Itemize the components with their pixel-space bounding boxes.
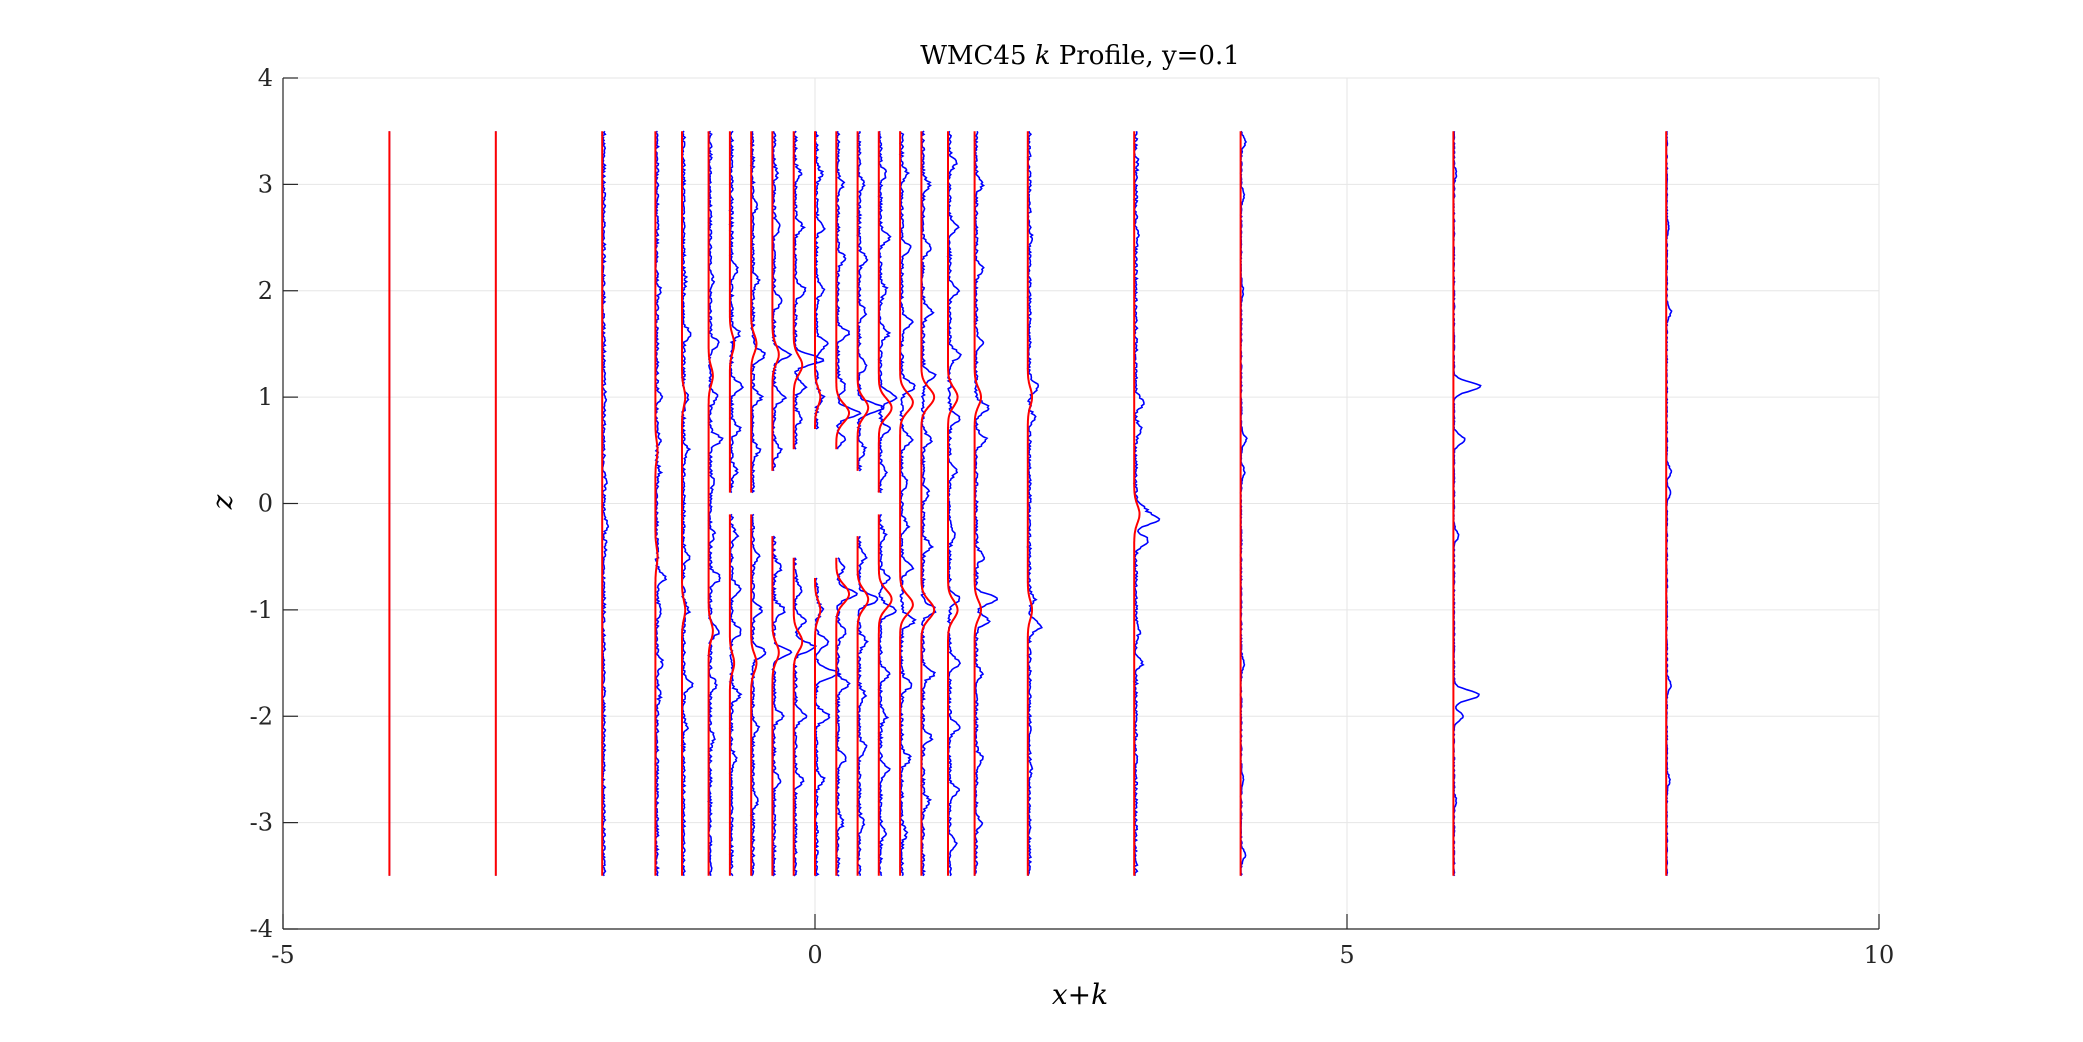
y-tick-label: -4 <box>250 915 273 943</box>
series-blue-line <box>898 131 917 877</box>
series-red-line <box>728 514 736 876</box>
series-red-line <box>654 131 659 876</box>
series-blue-line <box>728 130 745 494</box>
series-red-line <box>771 536 780 876</box>
series-red-line <box>899 131 914 876</box>
series-red-line <box>1133 131 1141 876</box>
y-tick-label: 4 <box>258 64 273 92</box>
tick-labels: -5 0 5 10 -4 -3 -2 -1 0 1 2 3 4 <box>250 64 1895 969</box>
series-red-line <box>856 131 870 471</box>
series-red-line <box>728 131 736 493</box>
series-red-line <box>750 514 758 876</box>
series-red-line <box>792 557 804 876</box>
y-tick-label: 0 <box>258 490 273 518</box>
series-red-line <box>707 131 714 876</box>
series-red-line <box>814 131 822 429</box>
y-tick-label: 1 <box>258 383 273 411</box>
series-blue-line <box>792 130 825 450</box>
x-tick-label: 10 <box>1864 941 1895 969</box>
axes <box>282 77 1880 930</box>
series-red-line <box>877 514 893 876</box>
series-red-line <box>681 131 687 876</box>
series-red-line <box>856 536 870 876</box>
series-red-line <box>814 578 822 876</box>
x-tick-label: -5 <box>271 941 294 969</box>
series-red-line <box>947 131 959 876</box>
series-red-line <box>1026 131 1033 876</box>
x-axis-label: x+k <box>1052 978 1108 1011</box>
y-tick-label: 2 <box>258 277 273 305</box>
series-red-line <box>835 131 850 450</box>
series-blue-line <box>771 535 793 877</box>
series-red-line <box>877 131 893 493</box>
series-blue-line <box>856 131 885 472</box>
series-red-line <box>771 131 780 471</box>
series-red-line <box>835 557 850 876</box>
y-tick-label: -1 <box>250 596 273 624</box>
plot-area <box>388 130 1673 877</box>
series-red-line <box>750 131 758 493</box>
y-tick-label: -3 <box>250 809 273 837</box>
series-blue-line <box>771 130 793 472</box>
y-tick-label: -2 <box>250 702 273 730</box>
chart-title: WMC45 k Profile, y=0.1 <box>920 41 1240 71</box>
y-axis-label: z <box>206 494 239 510</box>
y-tick-label: 3 <box>258 170 273 198</box>
series-red-line <box>792 131 804 450</box>
x-tick-label: 5 <box>1339 941 1354 969</box>
series-red-line <box>920 131 936 876</box>
x-tick-label: 0 <box>807 941 822 969</box>
series-red-line <box>973 131 982 876</box>
